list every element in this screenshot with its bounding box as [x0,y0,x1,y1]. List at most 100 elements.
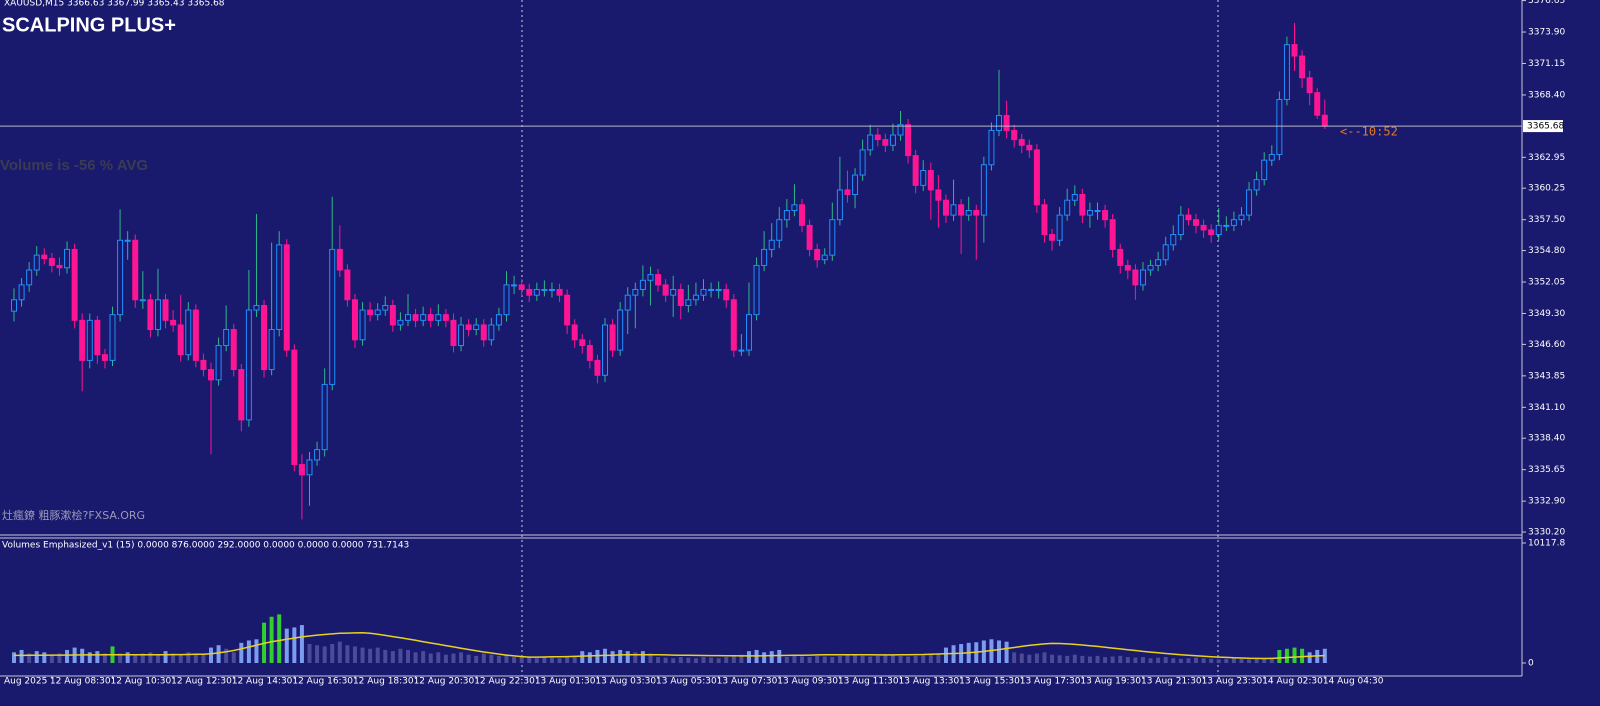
volume-bar [12,652,16,663]
candle-body [829,219,836,256]
candle-body [526,288,533,296]
candle-body [162,299,169,321]
volume-bar [1216,659,1221,663]
price-label: 3365.68 [1527,122,1564,132]
volume-bar [307,644,312,663]
candle-body [791,204,798,212]
candle-body [685,299,692,306]
candle-body [351,299,358,341]
y-tick-label: 3330.20 [1528,528,1565,538]
chart-title: SCALPING PLUS+ [2,14,176,36]
y-tick-label: 3360.25 [1528,184,1565,194]
candle-body [905,124,912,157]
candle-body [1177,214,1184,236]
candle-body [1238,214,1245,221]
candle-body [79,319,86,361]
volume-bar [709,657,714,663]
candle-body [238,369,245,421]
y-tick-label: 3349.30 [1528,309,1565,319]
x-tick-label: 12 Aug 20:30 [414,677,475,687]
candle-body [1215,224,1222,236]
candle-body [617,309,624,351]
candle-body [511,284,518,287]
volume-bar [822,656,827,663]
volume-bar [1194,657,1199,663]
candle-body [738,349,745,352]
x-tick-label: 13 Aug 17:30 [1020,677,1081,687]
y-tick-label: 3368.40 [1528,90,1565,100]
volume-bar [792,655,797,663]
candle-body [488,324,495,341]
x-tick-label: 14 Aug 02:30 [1262,677,1323,687]
candle-body [1246,189,1253,216]
volume-bar [118,653,123,663]
volume-bar [1004,641,1009,663]
volume-bar [1262,658,1267,663]
candle-body [344,269,351,301]
candle-body [1033,149,1040,206]
volume-bar [936,654,941,663]
volume-bar [853,655,858,663]
volume-bar [557,658,562,663]
candle-body [867,134,874,151]
candle-body [1117,248,1124,266]
volume-bar [224,648,229,663]
candle-body [1200,224,1207,231]
volume-bar [428,653,433,663]
candle-body [480,324,487,341]
candle-body [836,189,843,221]
volume-bar [1118,655,1123,663]
candle-body [927,169,934,191]
volume-bar [587,652,592,663]
volume-bar [512,657,517,663]
volume-bar [1034,653,1039,663]
volume-bar [95,651,100,663]
candle-body [33,254,40,271]
volume-bar [928,654,933,663]
candle-body [41,254,48,260]
candle-body [64,248,71,269]
indicator-label: Volumes Emphasized_v1 (15) 0.0000 876.00… [2,541,409,551]
candle-body [321,383,328,451]
candle-body [715,288,722,291]
volume-bar [352,646,357,663]
volume-bar [239,642,244,663]
candle-body [874,134,881,141]
candle-body [374,309,381,316]
volume-bar [413,652,418,663]
volume-bar [1171,658,1176,663]
candle-body [26,269,33,286]
candle-body [1071,194,1078,201]
candle-body [1314,92,1321,116]
candle-body [882,139,889,146]
candle-body [1079,194,1086,216]
candle-body [859,149,866,176]
candle-body [306,459,313,476]
candle-body [473,324,480,331]
volume-bar [481,653,486,663]
volume-bar [1284,648,1289,663]
candle-body [253,304,260,311]
candle-body [215,345,222,381]
candle-body [458,324,465,347]
y-tick-label: 3357.50 [1528,215,1565,225]
volume-bar [299,625,304,663]
candle-body [912,155,919,186]
volume-bar [1163,657,1168,663]
volume-bar [87,652,92,663]
volume-bar [284,628,289,663]
candle-body [1306,77,1313,94]
volume-bar [860,655,865,663]
candle-body [268,329,275,371]
candle-body [662,284,669,296]
volume-bar [140,653,145,663]
y-tick-label: 3343.85 [1528,371,1565,381]
candle-body [647,274,654,281]
y-tick-label: 3332.90 [1528,497,1565,507]
volume-bar [125,652,130,663]
candle-body [564,294,571,326]
volume-bar [565,657,570,663]
volume-bar [527,657,532,663]
candle-body [852,174,859,196]
